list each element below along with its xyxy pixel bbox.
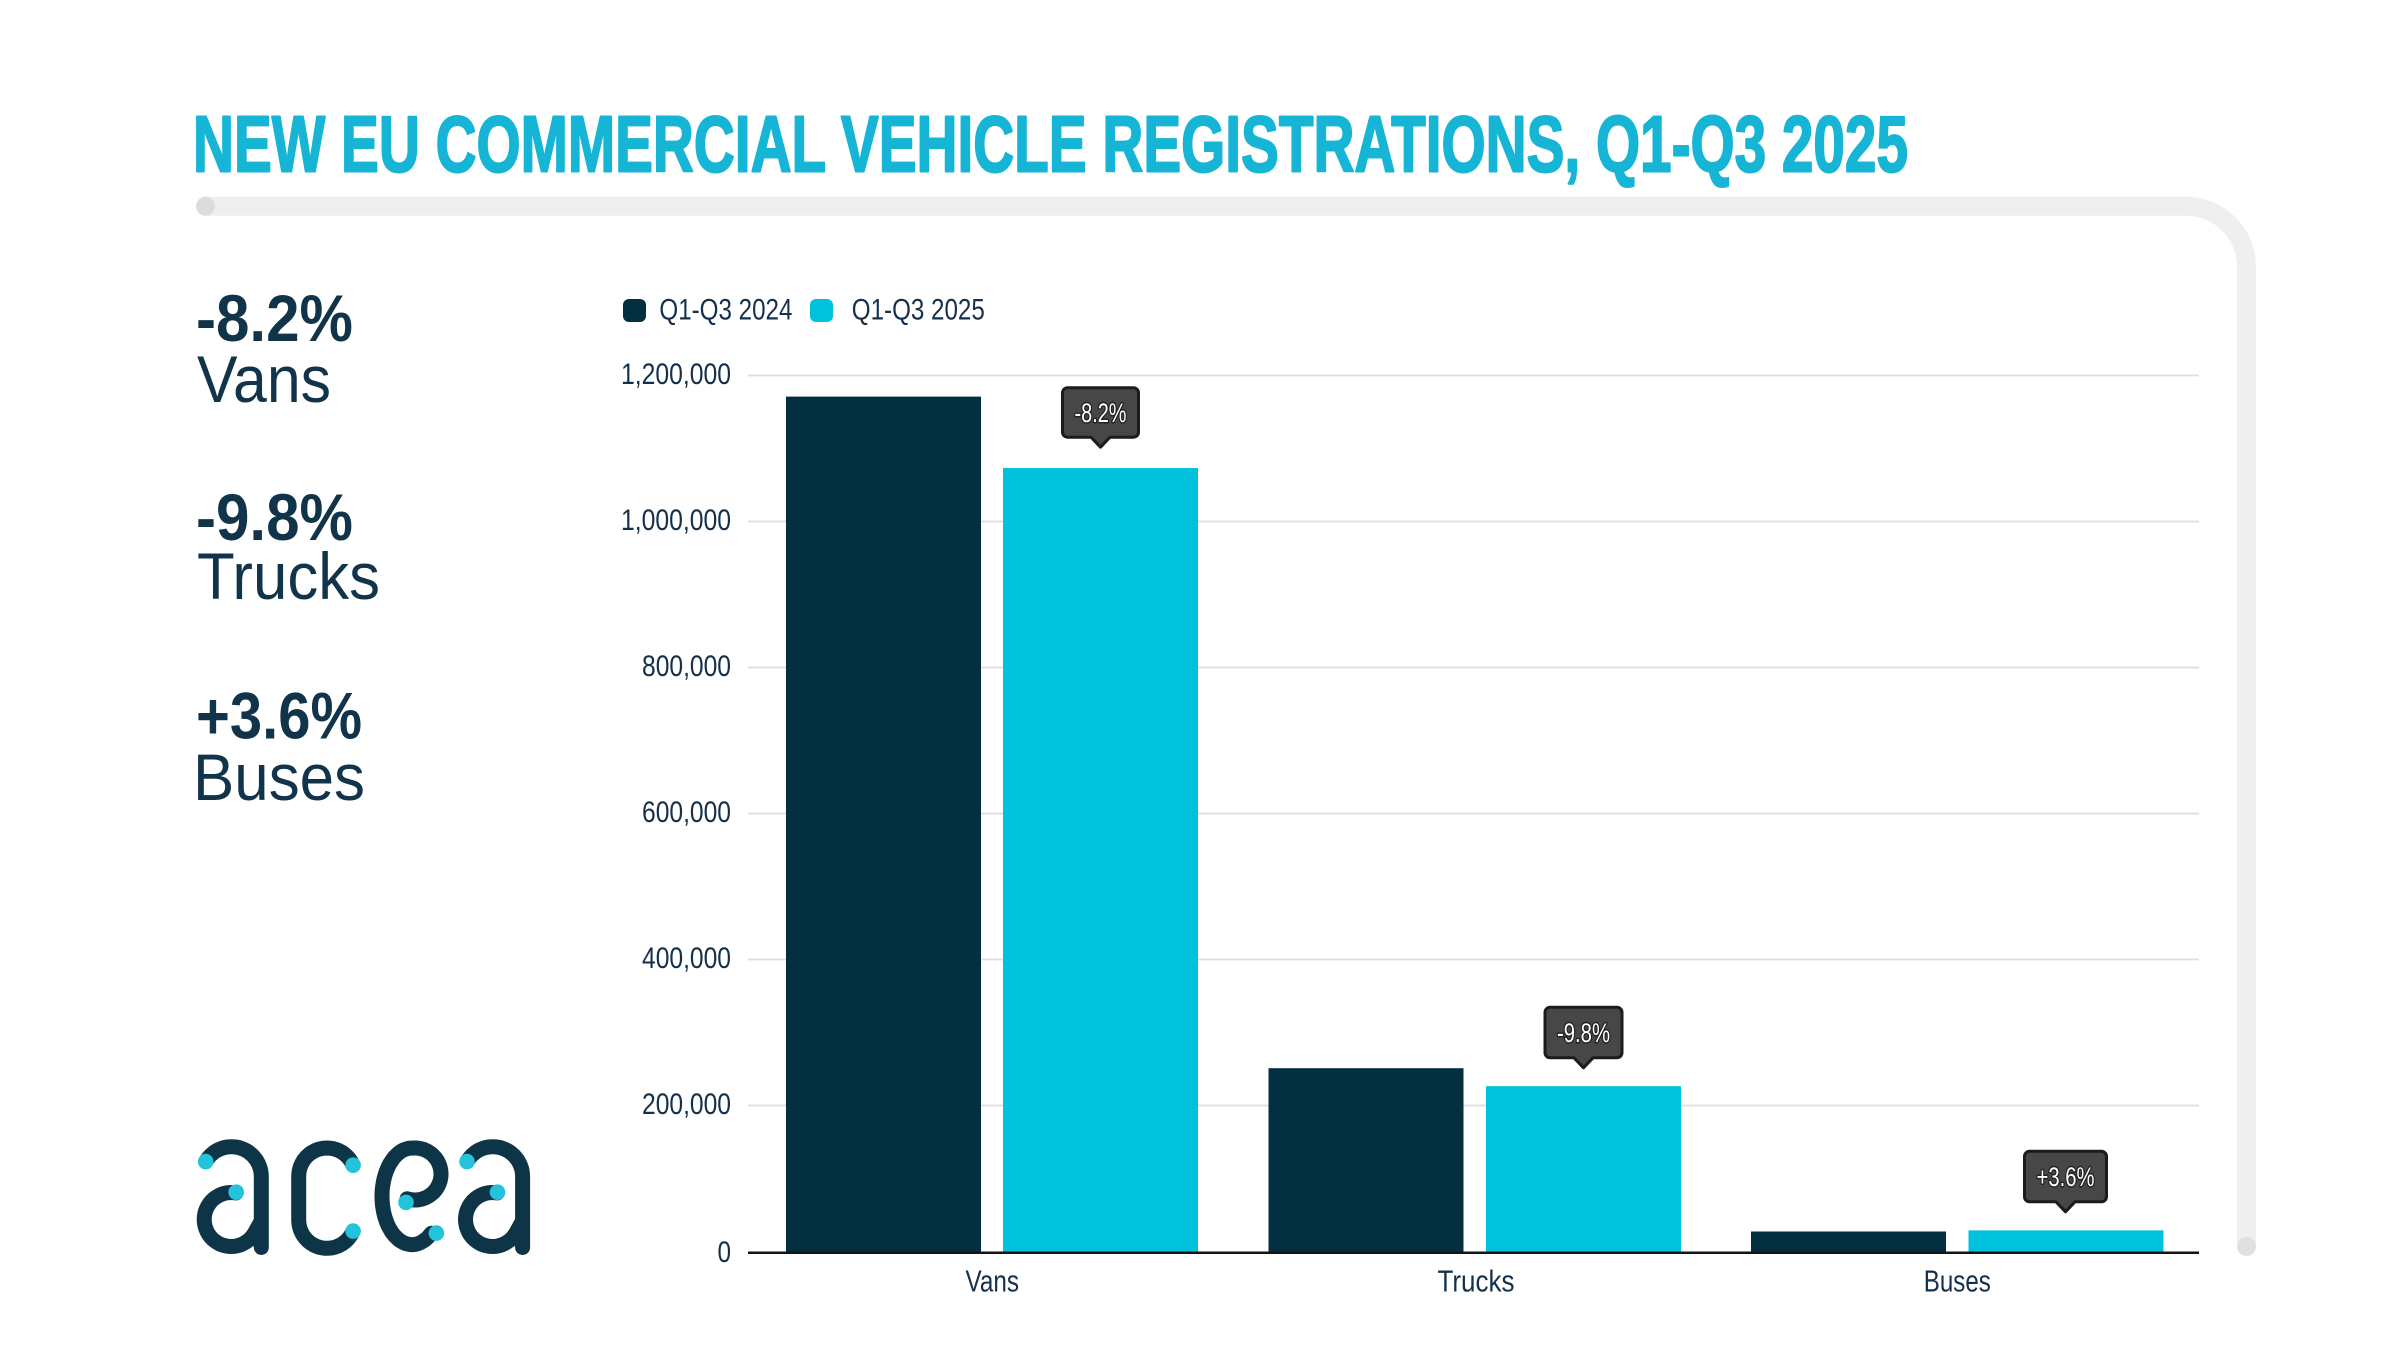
svg-text:1,200,000: 1,200,000 <box>621 358 731 391</box>
svg-text:Q1-Q3 2025: Q1-Q3 2025 <box>852 294 985 327</box>
svg-text:200,000: 200,000 <box>642 1088 731 1121</box>
svg-text:Q1-Q3 2024: Q1-Q3 2024 <box>659 294 792 327</box>
svg-text:1,000,000: 1,000,000 <box>621 504 731 537</box>
svg-text:Trucks: Trucks <box>1438 1263 1515 1298</box>
svg-text:600,000: 600,000 <box>642 796 731 829</box>
svg-text:-8.2%: -8.2% <box>1075 398 1127 428</box>
svg-text:NEW EU COMMERCIAL VEHICLE REGI: NEW EU COMMERCIAL VEHICLE REGISTRATIONS,… <box>193 99 1908 188</box>
svg-text:-8.2%: -8.2% <box>196 281 353 355</box>
svg-text:+3.6%: +3.6% <box>2037 1162 2095 1192</box>
svg-text:Buses: Buses <box>193 740 365 814</box>
svg-text:0: 0 <box>718 1236 732 1269</box>
svg-text:800,000: 800,000 <box>642 650 731 683</box>
svg-text:Buses: Buses <box>1924 1263 1991 1298</box>
svg-text:+3.6%: +3.6% <box>196 679 362 753</box>
svg-text:Vans: Vans <box>197 342 331 416</box>
svg-text:Vans: Vans <box>966 1263 1020 1298</box>
svg-text:-9.8%: -9.8% <box>196 480 353 554</box>
svg-text:-9.8%: -9.8% <box>1557 1018 1610 1048</box>
svg-text:Trucks: Trucks <box>197 539 380 613</box>
svg-text:400,000: 400,000 <box>642 942 731 975</box>
